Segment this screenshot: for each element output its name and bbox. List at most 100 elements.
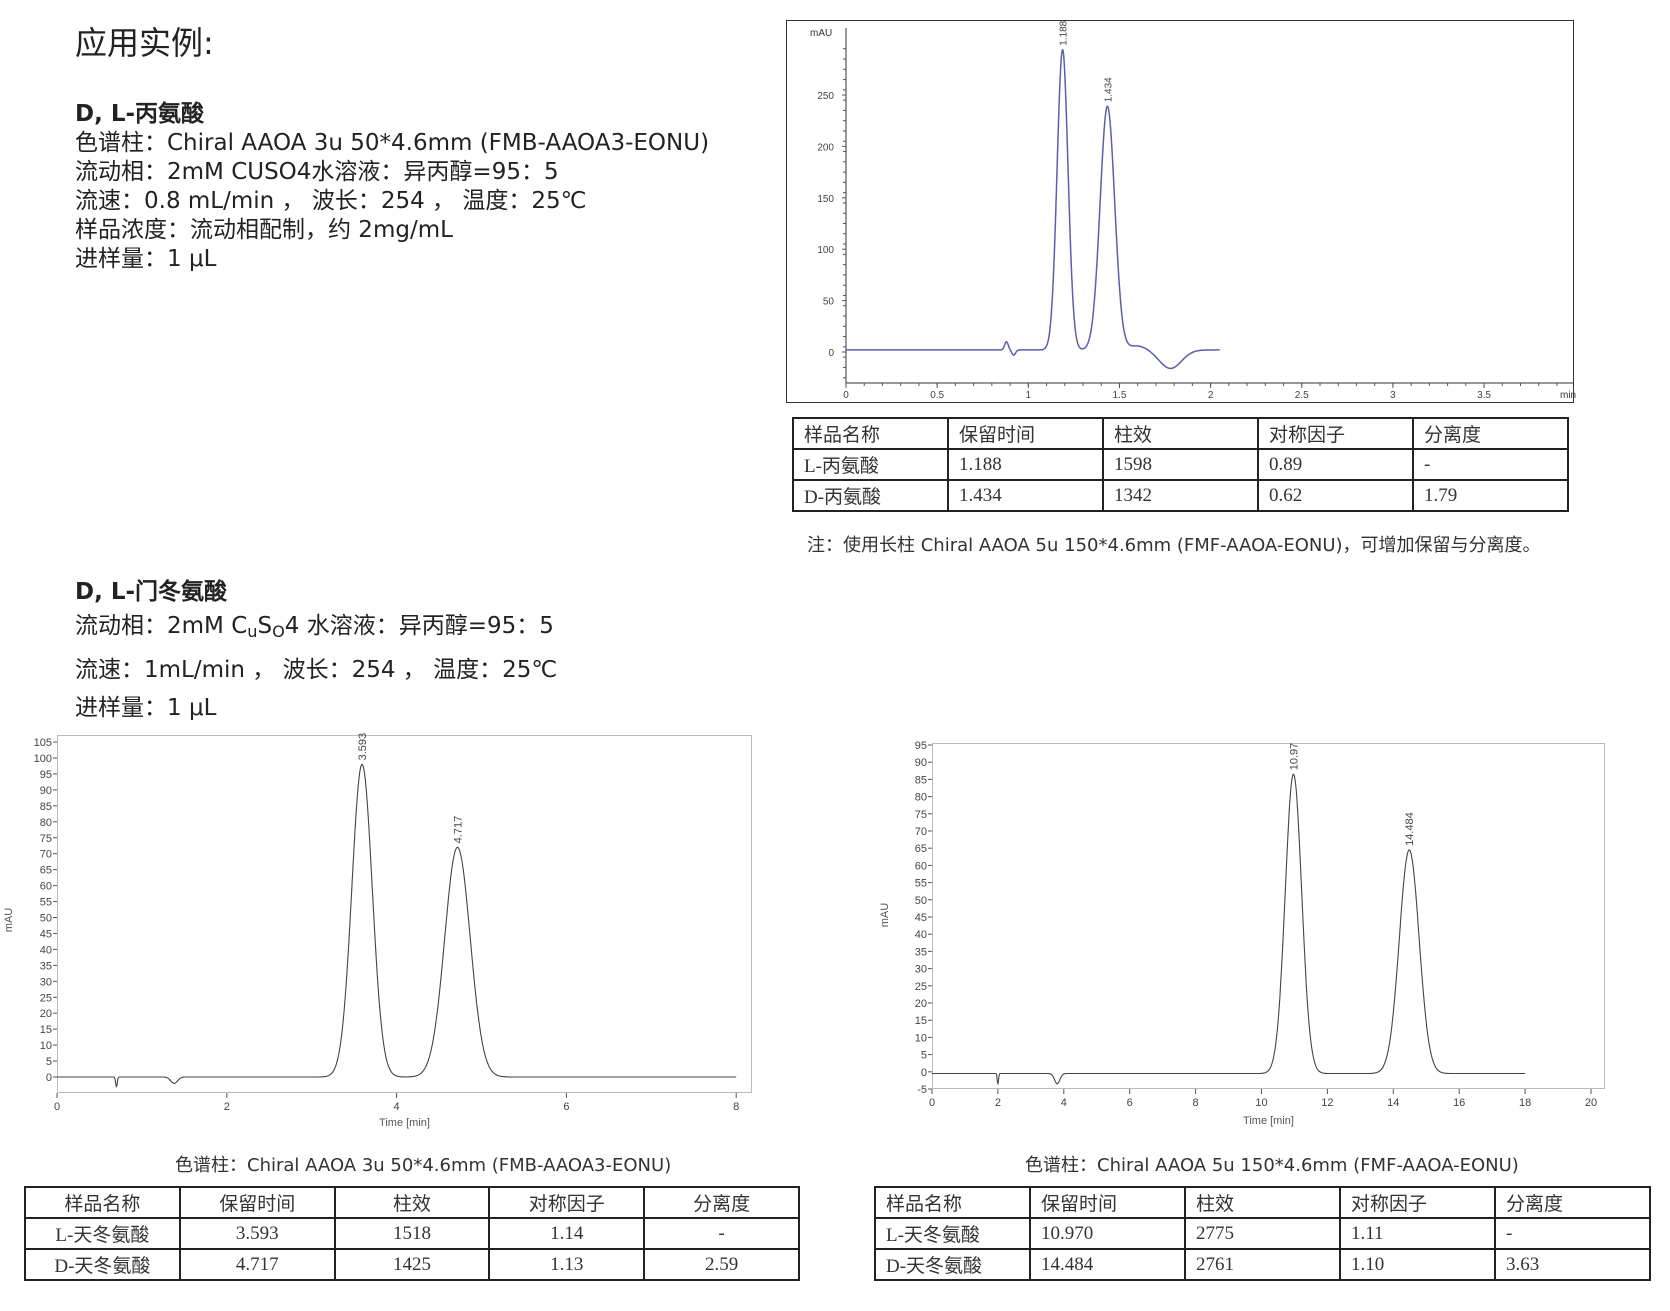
y-tick-label: 55 [40, 897, 52, 909]
y-tick-label: 95 [915, 740, 927, 752]
aspartic-long-column-table: 样品名称 保留时间 柱效 对称因子 分离度 L-天冬氨酸 10.970 2775… [874, 1186, 1651, 1281]
info-line: 样品浓度：流动相配制，约 2mg/mL [75, 217, 453, 243]
x-tick-label: 16 [1453, 1097, 1465, 1109]
chromatogram-trace [846, 48, 1220, 370]
y-tick-label: 30 [40, 976, 52, 988]
x-tick-label: 0 [54, 1101, 60, 1113]
chromatogram-aspartic-short-column: Time [min]mAU051015202530354045505560657… [3, 733, 752, 1129]
chromatogram-alanine: mAU min 0 50 100 150 200 250 0 0.5 1 1.5 2 2.5 3 3.5 1.1… [786, 20, 1576, 403]
x-tick-label: 2 [995, 1097, 1001, 1109]
cell: 1518 [333, 1217, 491, 1250]
y-tick-label: 5 [46, 1056, 52, 1068]
y-tick-label: 100 [34, 753, 52, 765]
cell: 1598 [1102, 448, 1259, 481]
table-header-row: 样品名称 保留时间 柱效 对称因子 分离度 [24, 1186, 800, 1219]
y-tick-label: 5 [921, 1050, 927, 1062]
y-tick-label: 80 [915, 792, 927, 804]
y-tick-label: 0 [828, 348, 834, 359]
x-tick-label: 0.5 [930, 390, 944, 401]
y-tick-label: 40 [915, 929, 927, 941]
cell: 1.79 [1412, 479, 1569, 512]
cell: 14.484 [1029, 1248, 1186, 1281]
y-tick-label: 65 [915, 843, 927, 855]
header-cell: 分离度 [1412, 417, 1569, 450]
y-tick-label: 45 [40, 928, 52, 940]
y-tick-label: 25 [40, 992, 52, 1004]
header-cell: 分离度 [643, 1186, 800, 1219]
header-cell: 柱效 [333, 1186, 491, 1219]
y-tick-label: 25 [915, 981, 927, 993]
cell: L-天冬氨酸 [24, 1217, 181, 1250]
table-header-row: 样品名称 保留时间 柱效 对称因子 分离度 [874, 1186, 1651, 1219]
y-tick-label: 35 [915, 946, 927, 958]
x-tick-label: 2 [224, 1101, 230, 1113]
section-heading: D, L-门冬氨酸 [75, 579, 228, 605]
y-tick-label: 30 [915, 964, 927, 976]
chromatogram-trace [932, 773, 1526, 1086]
x-tick-label: 1.5 [1112, 390, 1126, 401]
left-column-caption: 色谱柱：Chiral AAOA 3u 50*4.6mm (FMB-AAOA3-E… [175, 1155, 672, 1176]
x-tick-label: 4 [1061, 1097, 1067, 1109]
y-tick-label: 20 [915, 998, 927, 1010]
y-tick-label: 105 [34, 737, 52, 749]
y-tick-label: 10 [40, 1040, 52, 1052]
cell: L-丙氨酸 [792, 448, 949, 481]
aspartic-short-column-table: 样品名称 保留时间 柱效 对称因子 分离度 L-天冬氨酸 3.593 1518 … [24, 1186, 800, 1281]
plot-frame [57, 735, 752, 1093]
y-tick-label: 60 [40, 881, 52, 893]
cell: - [643, 1217, 800, 1250]
info-line: 流动相：2mM CUSO4水溶液：异丙醇=95：5 [75, 159, 559, 185]
y-tick-label: 15 [40, 1024, 52, 1036]
table-row: D-天冬氨酸 14.484 2761 1.10 3.63 [874, 1248, 1651, 1281]
y-tick-label: 10 [915, 1032, 927, 1044]
y-tick-label: 85 [40, 801, 52, 813]
y-tick-label: 0 [46, 1072, 52, 1084]
right-column-caption: 色谱柱：Chiral AAOA 5u 150*4.6mm (FMF-AAOA-E… [1025, 1155, 1519, 1176]
table-row: D-天冬氨酸 4.717 1425 1.13 2.59 [24, 1248, 800, 1281]
table-header-row: 样品名称 保留时间 柱效 对称因子 分离度 [792, 417, 1569, 450]
cell: D-天冬氨酸 [24, 1248, 181, 1281]
y-tick-label: 45 [915, 912, 927, 924]
info-line: 流速：1mL/min ， 波长：254 ， 温度：25℃ [75, 657, 558, 683]
header-cell: 柱效 [1102, 417, 1259, 450]
y-tick-label: 40 [40, 944, 52, 956]
cell: 2.59 [643, 1248, 800, 1281]
cell: 4.717 [178, 1248, 336, 1281]
cell: 1342 [1102, 479, 1259, 512]
info-line: 进样量：1 μL [75, 246, 217, 272]
text: 流动相：2mM C [75, 613, 248, 639]
table-row: L-天冬氨酸 3.593 1518 1.14 - [24, 1217, 800, 1250]
x-tick-label: 4 [394, 1101, 400, 1113]
x-tick-label: 3.5 [1477, 390, 1491, 401]
cell: 1.188 [947, 448, 1104, 481]
text: 4 水溶液：异丙醇=95：5 [284, 613, 554, 639]
cell: L-天冬氨酸 [874, 1217, 1031, 1250]
x-tick-label: 20 [1585, 1097, 1597, 1109]
cell: 10.970 [1029, 1217, 1186, 1250]
x-tick-label: 6 [563, 1101, 569, 1113]
header-cell: 对称因子 [1257, 417, 1414, 450]
header-cell: 对称因子 [488, 1186, 646, 1219]
header-cell: 分离度 [1494, 1186, 1651, 1219]
text: O [272, 622, 285, 641]
y-axis-label: mAU [3, 908, 15, 933]
x-tick-label: 0 [929, 1097, 935, 1109]
y-tick-label: 55 [915, 878, 927, 890]
x-tick-label: 8 [1193, 1097, 1199, 1109]
section-alanine-info: D, L-丙氨酸 色谱柱：Chiral AAOA 3u 50*4.6mm (FM… [75, 100, 709, 274]
peak-label: 1.188 [1059, 20, 1070, 45]
info-line: 流速：0.8 mL/min ， 波长：254 ， 温度：25℃ [75, 188, 587, 214]
y-tick-label: 50 [915, 895, 927, 907]
x-tick-label: 1 [1026, 390, 1032, 401]
alanine-results-table: 样品名称 保留时间 柱效 对称因子 分离度 L-丙氨酸 1.188 1598 0… [792, 417, 1569, 512]
y-tick-label: 35 [40, 960, 52, 972]
chromatogram-aspartic-long-column: Time [min]mAU-50510152025303540455055606… [879, 740, 1605, 1127]
y-tick-label: 70 [915, 826, 927, 838]
cell: 2775 [1184, 1217, 1341, 1250]
cell: 3.593 [178, 1217, 336, 1250]
cell: 0.62 [1257, 479, 1414, 512]
y-tick-label: 20 [40, 1008, 52, 1020]
y-tick-label: 65 [40, 865, 52, 877]
header-cell: 柱效 [1184, 1186, 1341, 1219]
header-cell: 对称因子 [1339, 1186, 1496, 1219]
